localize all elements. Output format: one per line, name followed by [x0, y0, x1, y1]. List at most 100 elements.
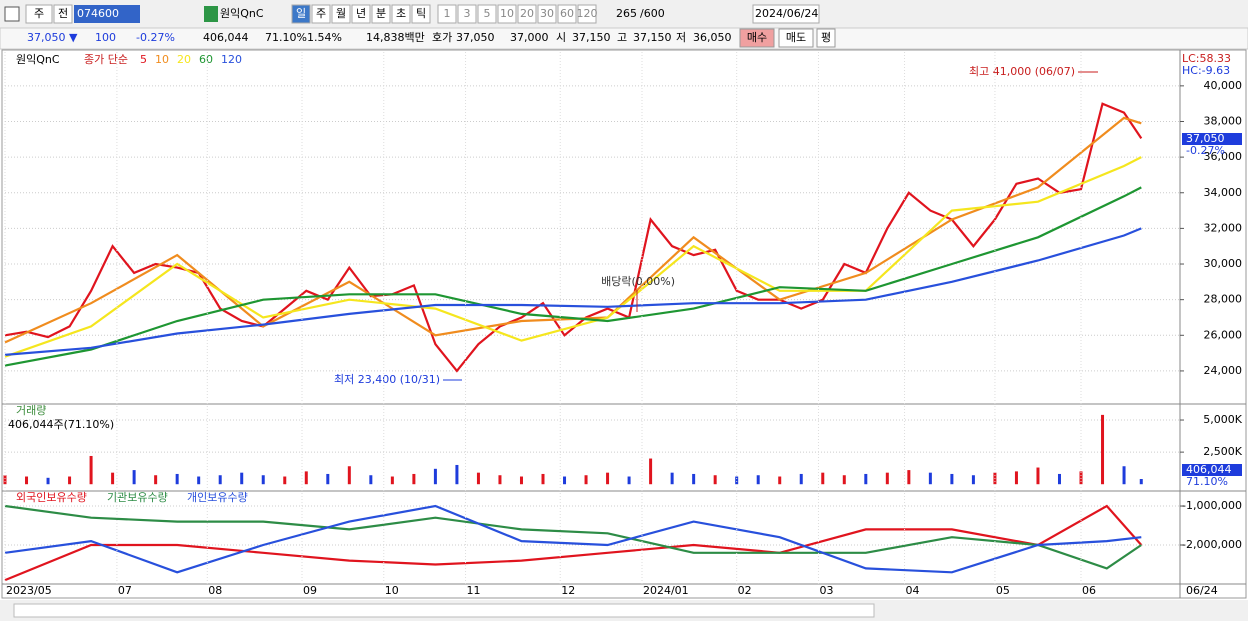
lc-label: LC:58.33: [1182, 52, 1231, 65]
toolbar-label: 1: [444, 7, 451, 20]
legend-entry: 외국인보유수량: [16, 491, 87, 504]
toolbar-button[interactable]: [391, 4, 411, 24]
quote-rate: -0.27%: [136, 31, 175, 44]
panel-title: 거래량: [16, 404, 46, 417]
volume-bar: [713, 475, 717, 485]
volume-bar: [563, 476, 567, 485]
toolbar-label: 주: [34, 7, 44, 20]
volume-bar: [627, 476, 631, 485]
annotation: 배당락(0.00%): [601, 275, 675, 288]
toolbar-label: 3: [464, 7, 471, 20]
legend-entry: 기관보유수량: [107, 491, 168, 504]
last-volume: 406,044: [1186, 463, 1232, 476]
annotation: 최저 23,400 (10/31): [334, 373, 440, 386]
quote-high-label: 고: [617, 31, 627, 44]
chart-area: [1, 49, 1247, 599]
x-tick-label: 2024/01: [643, 584, 689, 597]
volume-bar: [735, 476, 739, 485]
toolbar-button[interactable]: [557, 4, 577, 24]
trade-button[interactable]: [778, 28, 814, 48]
x-tick-label: 07: [118, 584, 132, 597]
quote-turnover: 1.54%: [307, 31, 342, 44]
volume-bar: [283, 476, 287, 485]
volume-bar: [498, 475, 502, 485]
y-tick-label: 2,500K: [1203, 445, 1242, 458]
quote-ask-label: 호가: [432, 31, 452, 44]
icon[interactable]: [4, 6, 20, 22]
volume-bar: [1036, 467, 1040, 485]
quote-low-label: 저: [676, 31, 686, 44]
toolbar-button[interactable]: [371, 4, 391, 24]
toolbar-label: 60: [560, 7, 574, 20]
series-line: [4, 186, 1142, 367]
toolbar-button[interactable]: [457, 4, 477, 24]
volume-bar: [455, 464, 459, 485]
legend-label: 종가 단순: [84, 53, 128, 66]
stock-name: 원익QnC: [220, 7, 264, 20]
volume-bar: [950, 473, 954, 485]
x-tick-label: 04: [906, 584, 920, 597]
toolbar-button[interactable]: [497, 4, 517, 24]
series-line: [4, 227, 1142, 356]
volume-bar: [692, 473, 696, 485]
toolbar-label: 초: [396, 7, 406, 20]
toolbar-button[interactable]: [53, 4, 73, 24]
series-line: [4, 156, 1142, 358]
x-tick-label: 06: [1082, 584, 1096, 597]
series-line: [4, 504, 1143, 582]
volume-bar: [1014, 471, 1018, 485]
volume-bar: [46, 477, 50, 485]
x-tick-label: 03: [819, 584, 833, 597]
trade-button[interactable]: [816, 28, 836, 48]
toolbar-label: 30: [540, 7, 554, 20]
last-price-box: [1182, 133, 1242, 145]
toolbar-button[interactable]: [517, 4, 537, 24]
trade-label[interactable]: 매도: [786, 31, 806, 44]
volume-bar: [1139, 479, 1143, 485]
date-input[interactable]: [752, 4, 820, 24]
quote-amount: 14,838백만: [366, 31, 425, 44]
y-tick-label: 30,000: [1204, 257, 1243, 270]
toolbar-button[interactable]: [25, 4, 53, 24]
volume-bar: [68, 476, 72, 485]
y-tick-label: 24,000: [1204, 364, 1243, 377]
volume-bar: [218, 475, 222, 485]
toolbar-button[interactable]: [351, 4, 371, 24]
legend-entry: 120: [221, 53, 242, 66]
last-volume-box: [1182, 464, 1242, 476]
toolbar-button[interactable]: [331, 4, 351, 24]
volume-bar: [584, 475, 588, 485]
volume-bar: [412, 473, 416, 485]
trade-button[interactable]: [739, 28, 775, 48]
volume-bar: [25, 476, 29, 485]
toolbar-button[interactable]: [577, 4, 597, 24]
code-input[interactable]: [74, 5, 140, 23]
toolbar-button[interactable]: [537, 4, 557, 24]
volume-bar: [519, 476, 523, 485]
toolbar-button[interactable]: [437, 4, 457, 24]
toolbar-button[interactable]: [411, 4, 431, 24]
trade-label[interactable]: 매수: [747, 31, 767, 44]
toolbar-button[interactable]: [311, 4, 331, 24]
toolbar-label: 20: [520, 7, 534, 20]
scroll-track[interactable]: [13, 603, 875, 618]
volume-bar: [649, 458, 653, 485]
volume-bar: [1122, 466, 1126, 485]
volume-bar: [670, 472, 674, 485]
count-max: /600: [640, 7, 665, 20]
volume-bar: [433, 468, 437, 485]
toolbar-button[interactable]: [477, 4, 497, 24]
trade-label[interactable]: 평: [821, 31, 831, 44]
quote-high: 37,150: [633, 31, 672, 44]
quote-low: 36,050: [693, 31, 732, 44]
volume-bar: [928, 472, 932, 485]
y-tick-label: -2,000,000: [1182, 538, 1242, 551]
y-tick-label: 36,000: [1204, 150, 1243, 163]
toolbar-label: 10: [500, 7, 514, 20]
toolbar-label: 일: [296, 6, 306, 20]
legend-entry: 60: [199, 53, 213, 66]
end-date: 06/24: [1186, 584, 1218, 597]
volume-bar: [89, 455, 93, 485]
toolbar-button[interactable]: [291, 4, 311, 24]
x-tick-label: 02: [738, 584, 752, 597]
